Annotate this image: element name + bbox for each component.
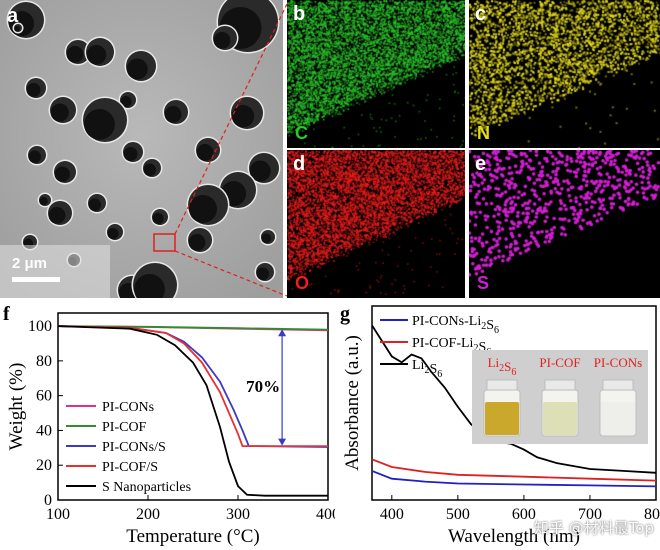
y-tick-label: 0 bbox=[44, 492, 52, 509]
x-tick-label: 100 bbox=[46, 506, 70, 523]
series-line bbox=[57, 325, 329, 448]
legend-label: Li2S6 bbox=[412, 358, 442, 380]
y-tick-label: 20 bbox=[36, 457, 52, 474]
x-axis-label: Wavelength (nm) bbox=[448, 526, 580, 547]
vial-liquid bbox=[485, 402, 519, 435]
y-axis-label: Absorbance (a.u.) bbox=[342, 335, 363, 471]
pore-depth bbox=[107, 228, 119, 240]
panel-d-label: d bbox=[293, 153, 306, 175]
sem-image-panel: a 2 μm bbox=[0, 0, 283, 298]
pore-depth bbox=[256, 267, 270, 281]
x-axis-label: Temperature (°C) bbox=[126, 526, 259, 547]
eds-map-canvas bbox=[287, 0, 465, 148]
x-tick-label: 700 bbox=[578, 506, 602, 523]
arrow-head-top bbox=[278, 329, 287, 337]
pore-depth bbox=[189, 195, 217, 223]
vial-label: PI-COF bbox=[539, 355, 580, 370]
sem-image bbox=[0, 0, 283, 298]
legend-label: PI-CONs-Li2S6 bbox=[412, 314, 499, 336]
pore-depth bbox=[14, 26, 20, 32]
y-tick-label: 60 bbox=[36, 388, 52, 405]
pore-depth bbox=[126, 58, 148, 80]
panel-a-label: a bbox=[7, 5, 19, 27]
watermark: 知乎 @材料最Top bbox=[533, 519, 654, 537]
pore-depth bbox=[123, 147, 138, 161]
pore-depth bbox=[50, 103, 69, 122]
vial-label: Li2S6 bbox=[488, 355, 517, 378]
series-line bbox=[57, 325, 328, 497]
eds-map-oxygen: d O bbox=[287, 150, 465, 298]
eds-map-canvas bbox=[469, 0, 660, 148]
y-axis-label: Weight (%) bbox=[6, 363, 27, 451]
annotation-70pct: 70% bbox=[246, 377, 280, 396]
eds-map-carbon: b C bbox=[287, 0, 465, 148]
series-line bbox=[371, 324, 657, 474]
pore-depth bbox=[188, 234, 206, 251]
pore-depth bbox=[66, 46, 84, 63]
x-tick-label: 600 bbox=[512, 506, 536, 523]
panel-f-label: f bbox=[3, 303, 10, 325]
pore-depth bbox=[134, 274, 165, 298]
pore-depth bbox=[164, 106, 182, 123]
legend-label: PI-COF bbox=[102, 420, 147, 435]
vial-cap bbox=[602, 379, 634, 391]
x-tick-label: 400 bbox=[316, 506, 335, 523]
pore-depth bbox=[26, 83, 41, 97]
vial-label: PI-CONs bbox=[594, 355, 642, 370]
pore-depth bbox=[28, 150, 42, 164]
x-tick-label: 500 bbox=[446, 506, 470, 523]
vial-cap bbox=[486, 379, 518, 391]
series-line bbox=[371, 458, 657, 482]
pore-depth bbox=[152, 213, 164, 225]
pore-depth bbox=[231, 105, 255, 128]
plot-frame bbox=[371, 305, 657, 501]
legend-label: S Nanoparticles bbox=[102, 480, 191, 495]
element-label-nitrogen: N bbox=[477, 123, 490, 143]
pore-depth bbox=[48, 207, 66, 224]
panel-g-label: g bbox=[340, 303, 350, 325]
pore-depth bbox=[120, 96, 132, 108]
vial-cap bbox=[544, 379, 576, 391]
x-tick-label: 200 bbox=[136, 506, 160, 523]
eds-map-nitrogen: c N bbox=[469, 0, 660, 148]
legend-label: PI-CONs/S bbox=[102, 440, 166, 455]
vial-liquid bbox=[601, 402, 635, 435]
sem-bright-region bbox=[0, 245, 110, 298]
vial-liquid bbox=[543, 402, 577, 435]
x-tick-label: 400 bbox=[380, 506, 404, 523]
series-line bbox=[371, 470, 657, 488]
x-tick-label: 800 bbox=[644, 506, 660, 523]
eds-map-canvas bbox=[469, 150, 660, 298]
pore-depth bbox=[261, 233, 272, 244]
pore-depth bbox=[196, 144, 214, 161]
pore-depth bbox=[84, 109, 115, 140]
panel-b-label: b bbox=[293, 3, 306, 25]
legend-label: PI-COF/S bbox=[102, 460, 158, 475]
arrow-head-bottom bbox=[278, 438, 287, 446]
pore-depth bbox=[86, 45, 107, 65]
panel-c-label: c bbox=[475, 3, 487, 25]
pore-depth bbox=[54, 166, 70, 182]
y-tick-label: 100 bbox=[28, 318, 52, 335]
uvvis-chart: g 400 500 600 700 800 Wavelength (nm) Absorban… bbox=[340, 303, 660, 547]
element-label-carbon: C bbox=[295, 123, 308, 143]
pore-depth bbox=[213, 32, 231, 49]
scale-bar bbox=[12, 277, 60, 282]
scale-bar-label: 2 μm bbox=[12, 255, 48, 272]
series-line bbox=[57, 325, 328, 447]
pore-depth bbox=[88, 198, 102, 212]
tga-chart: f 100 200 300 400 0 20 40 60 80 100 Temperature (°… bbox=[3, 303, 335, 547]
element-label-oxygen: O bbox=[295, 273, 310, 293]
plot-frame bbox=[57, 312, 329, 501]
y-tick-label: 40 bbox=[36, 422, 52, 439]
y-tick-label: 80 bbox=[36, 353, 52, 370]
element-label-sulfur: S bbox=[477, 273, 490, 293]
legend-label: PI-CONs bbox=[102, 400, 154, 415]
x-tick-label: 300 bbox=[226, 506, 250, 523]
eds-map-canvas bbox=[287, 150, 465, 298]
panel-e-label: e bbox=[475, 153, 487, 175]
eds-map-sulfur: e S bbox=[469, 150, 660, 298]
pore-depth bbox=[143, 163, 157, 177]
pore-depth bbox=[39, 197, 48, 206]
